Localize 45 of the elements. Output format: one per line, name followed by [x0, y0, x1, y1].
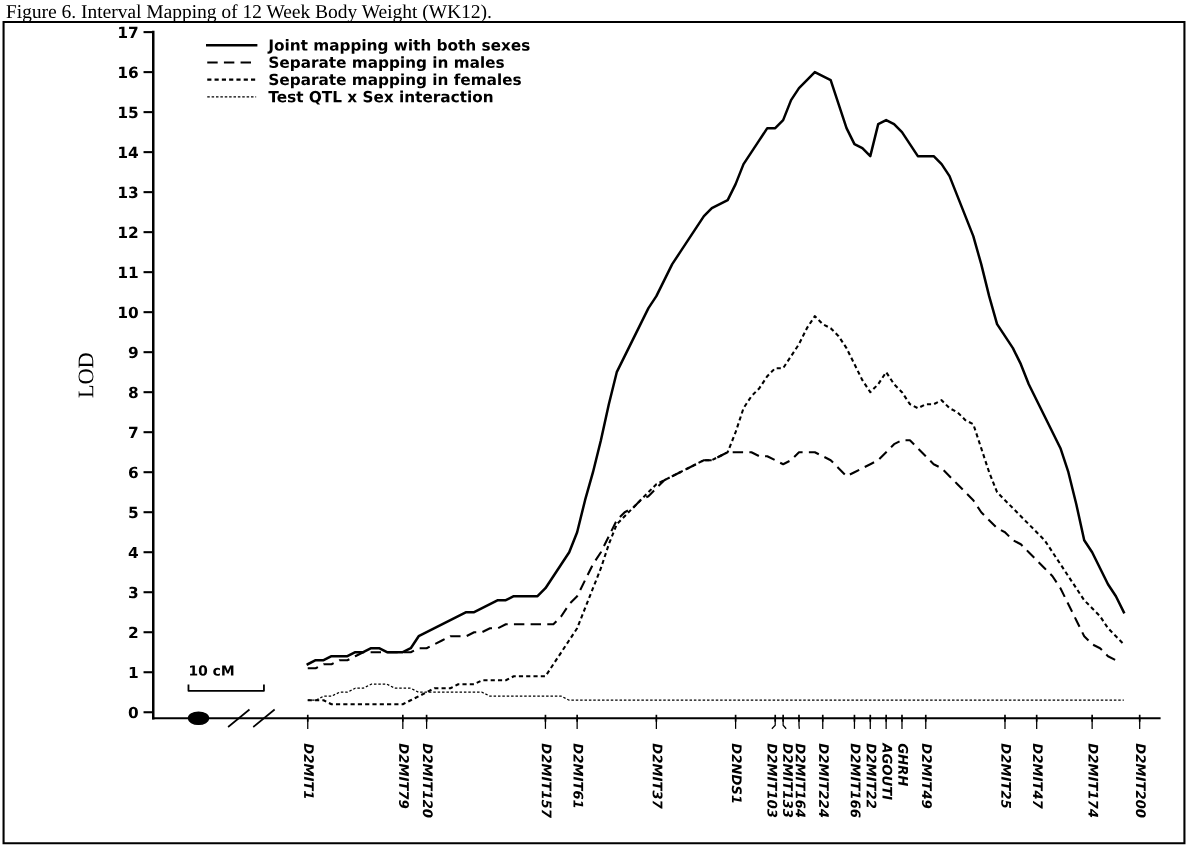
x-tick-label: D2MIT61 — [573, 743, 584, 808]
legend-label: Test QTL x Sex interaction — [268, 90, 493, 105]
y-tick-label: 17 — [119, 26, 138, 38]
y-tick-label: 14 — [119, 146, 138, 158]
x-tick-label: GHRH — [898, 743, 909, 787]
y-tick-label: 7 — [129, 426, 138, 438]
x-tick-label: AGOUTI — [882, 742, 893, 800]
x-tick-label: D2MIT133 — [782, 743, 793, 818]
x-tick-label: D2NDS1 — [731, 743, 742, 803]
y-tick-label: 0 — [128, 706, 138, 719]
y-tick-label: 4 — [128, 546, 138, 559]
legend-label: Joint mapping with both sexes — [267, 39, 530, 54]
y-tick-label: 2 — [129, 626, 138, 639]
y-tick-label: 3 — [129, 586, 138, 599]
y-tick-label: 10 — [119, 306, 138, 319]
x-tick-label: D2MIT49 — [921, 743, 932, 809]
x-tick-label: D2MIT47 — [1033, 743, 1043, 809]
x-tick-label: D2MIT166 — [850, 743, 861, 818]
annotation: 10 cM — [190, 665, 234, 676]
y-tick-label: 15 — [119, 106, 138, 119]
x-tick-label: D2MIT103 — [767, 743, 778, 818]
x-tick-label: D2MIT164 — [795, 743, 806, 818]
x-tick-label: D2MIT157 — [541, 743, 552, 818]
y-tick-label: 11 — [119, 266, 138, 278]
y-tick-label: 16 — [119, 66, 138, 79]
x-tick-label: D2MIT174 — [1088, 743, 1099, 818]
x-tick-label: D2MIT25 — [1001, 743, 1012, 809]
y-tick-label: 5 — [129, 506, 138, 519]
y-tick-label: 1 — [129, 666, 138, 679]
x-tick-label: D2MIT22 — [866, 743, 877, 809]
x-tick-label: D2MIT37 — [652, 743, 663, 809]
y-tick-label: 13 — [119, 186, 138, 199]
x-tick-label: D2MIT1 — [304, 743, 314, 799]
y-tick-label: 8 — [128, 386, 138, 399]
legend-label: Separate mapping in females — [269, 73, 521, 89]
y-axis-title: LOD — [78, 353, 94, 398]
y-tick-label: 6 — [128, 466, 138, 479]
chart-title: Figure 6. Interval Mapping of 12 Week Body Weight (WK12). — [6, 4, 491, 23]
x-tick-label: D2MIT200 — [1135, 743, 1146, 818]
y-tick-label: 12 — [119, 226, 138, 238]
x-tick-label: D2MIT79 — [398, 743, 409, 809]
x-tick-label: D2MIT224 — [819, 743, 829, 818]
x-tick-label: D2MIT120 — [422, 743, 433, 818]
y-tick-label: 9 — [128, 346, 138, 359]
legend-label: Separate mapping in males — [269, 56, 504, 72]
